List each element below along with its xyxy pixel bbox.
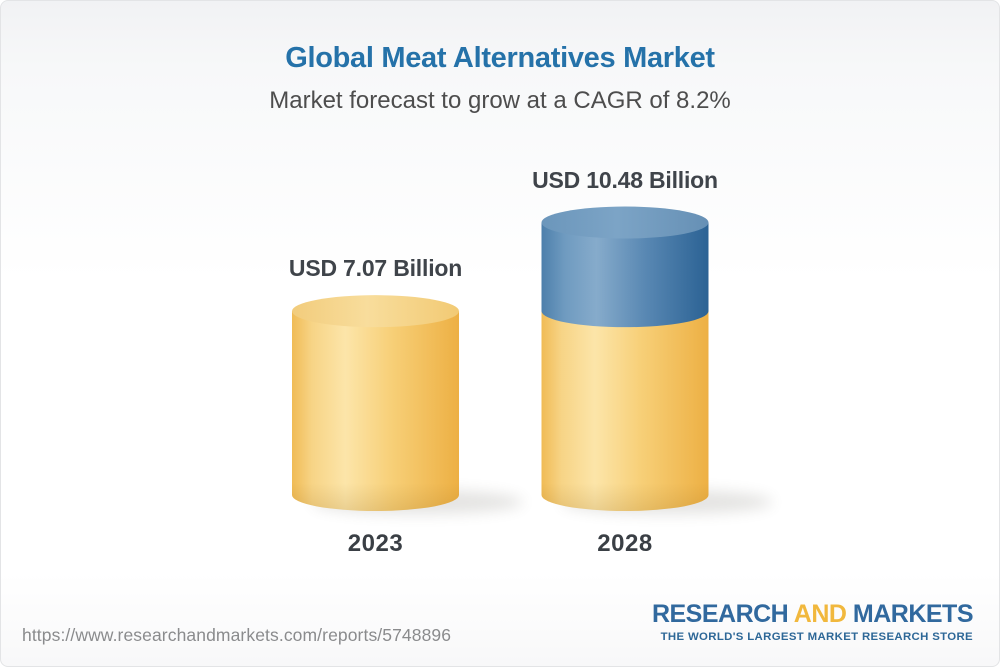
bar-2028-top xyxy=(541,206,709,239)
chart-subtitle: Market forecast to grow at a CAGR of 8.2… xyxy=(269,87,731,114)
category-label-2028: 2028 xyxy=(597,530,653,557)
logo-word-research: RESEARCH xyxy=(651,600,794,628)
logo-tagline: THE WORLD'S LARGEST MARKET RESEARCH STOR… xyxy=(660,631,973,643)
logo-wordmark: RESEARCH AND MARKETS xyxy=(651,600,974,628)
bar-2023-top xyxy=(292,295,459,328)
report-url: https://www.researchandmarkets.com/repor… xyxy=(22,625,452,645)
category-label-2023: 2023 xyxy=(347,530,404,557)
bar-2028-growth-segment xyxy=(541,222,709,328)
logo-word-markets: MARKETS xyxy=(846,600,974,628)
logo-word-and: AND xyxy=(793,600,847,628)
research-and-markets-logo: RESEARCH AND MARKETS THE WORLD'S LARGEST… xyxy=(651,600,974,643)
value-label-2028: USD 10.48 Billion xyxy=(532,166,718,193)
value-label-2023: USD 7.07 Billion xyxy=(288,255,463,282)
chart-title: Global Meat Alternatives Market xyxy=(285,42,715,74)
